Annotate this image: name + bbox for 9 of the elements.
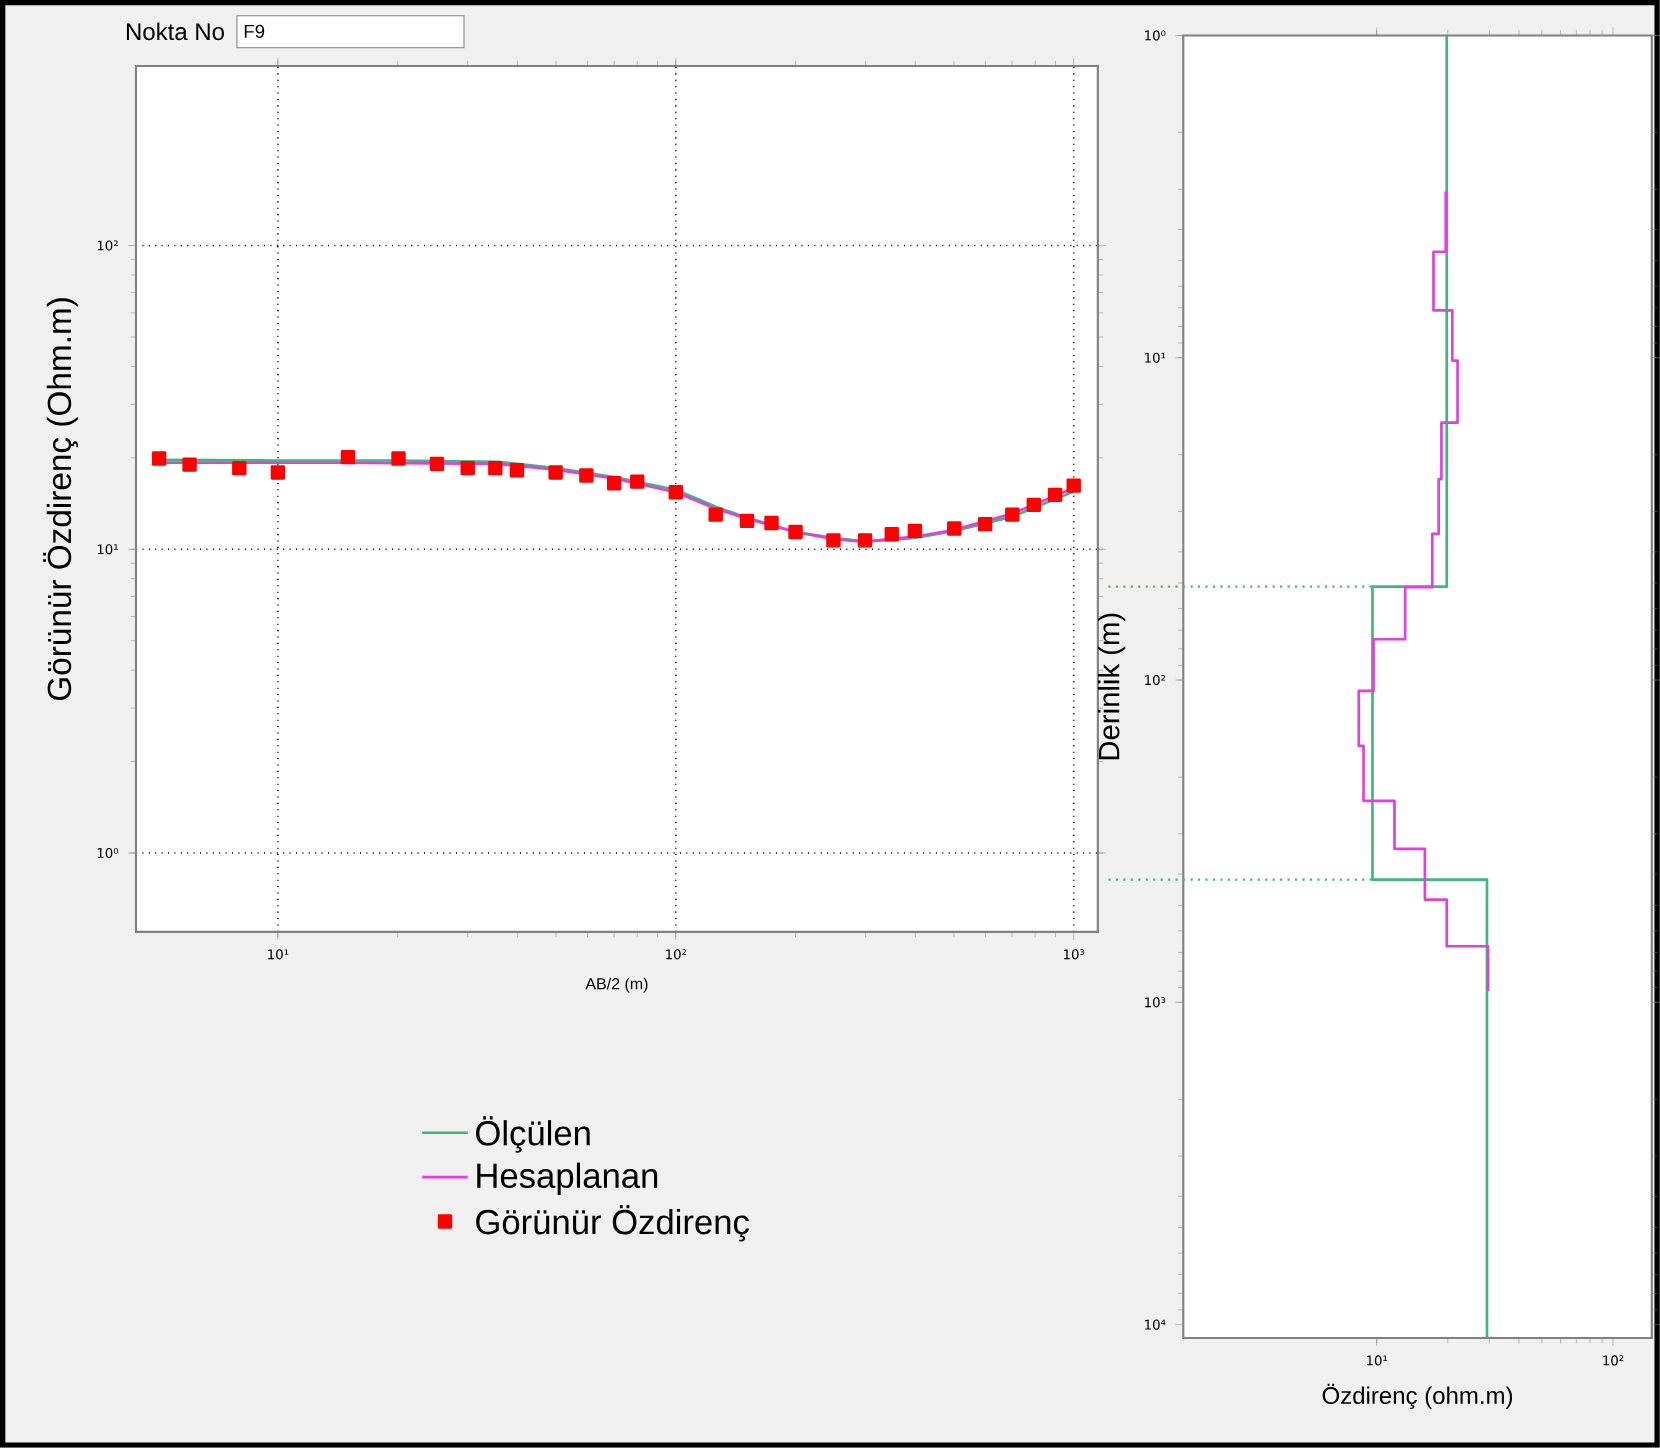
x-axis-title: AB/2 (m) [585,977,648,993]
legend-label: Görünür Özdirenç [476,1205,749,1242]
legend-label: Ölçülen [476,1116,590,1153]
text: F9 [244,24,265,39]
y-axis-title: Görünür Özdirenç (Ohm.m) [43,298,78,701]
y-axis-title: Derinlik (m) [1097,613,1126,760]
x-axis-title: Özdirenç (ohm.m) [1322,1383,1513,1410]
legend-label: Hesaplanan [477,1162,658,1195]
text: Nokta No [126,22,224,41]
